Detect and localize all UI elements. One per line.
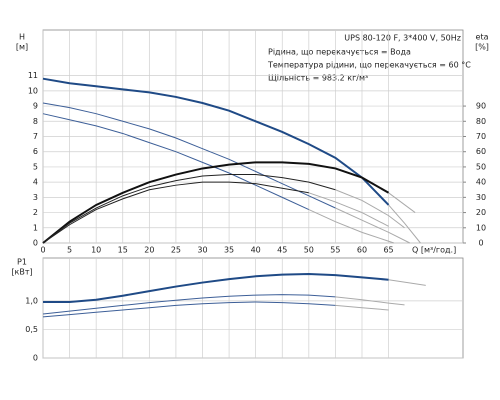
curve [42,301,336,318]
y-tick-label: 11 [28,71,38,80]
curve [308,192,389,227]
curve [388,192,416,213]
annotation: Рідина, що перекачується = Вода [268,48,411,57]
curve [42,113,310,210]
x-tick-label: 15 [118,246,128,255]
y2-tick-label: 70 [476,132,486,141]
y-tick-label: 0 [33,239,38,248]
y-tick-label: 5 [33,162,38,171]
curve [388,279,426,286]
chart-title: UPS 80-120 F, 3*400 V, 50Hz [344,34,461,43]
y-tick-label: 1 [33,223,38,232]
x-tick-label: 60 [357,246,367,255]
annotation: Щільність = 983.2 кг/м³ [268,74,368,83]
y2-unit: [%] [475,43,489,52]
x-tick-label: 30 [197,246,207,255]
y-label: H [19,33,25,42]
x-tick-label: 20 [144,246,154,255]
y-tick-label: 0 [33,354,38,363]
p1-label: P1 [17,258,27,267]
y2-tick-label: 20 [476,208,486,217]
curve [42,174,336,244]
y2-tick-label: 30 [476,193,486,202]
curve [42,102,336,209]
y-tick-label: 9 [33,102,38,111]
x-tick-label: 50 [304,246,314,255]
y2-tick-label: 90 [476,102,486,111]
curve [335,304,389,311]
curve [43,272,389,303]
curve [308,209,395,244]
y-tick-label: 0,5 [25,325,38,334]
y2-tick-label: 40 [476,178,486,187]
y-tick-label: 10 [28,86,38,95]
y2-tick-label: 0 [478,239,483,248]
curve [335,296,405,306]
bottom-plot-frame [42,257,464,359]
annotation: Температура рідини, що перекачується = 6… [267,61,471,70]
y2-tick-label: 50 [476,162,486,171]
y-tick-label: 2 [33,208,38,217]
x-tick-label: 55 [330,246,340,255]
y-unit: [м] [16,43,28,52]
curve [335,189,405,229]
y-tick-label: 1,0 [25,296,38,305]
curve [42,77,390,206]
x-tick-label: 40 [251,246,261,255]
y-tick-label: 4 [33,178,38,187]
x-tick-label: 65 [383,246,393,255]
x-tick-label: 0 [40,246,45,255]
curve [42,181,309,244]
y2-tick-label: 60 [476,147,486,156]
x-tick-label: 45 [277,246,287,255]
curve [42,294,336,315]
x-tick-label: 25 [171,246,181,255]
y-tick-label: 8 [33,117,38,126]
p1-unit: [кВт] [11,268,32,277]
y-tick-label: 7 [33,132,38,141]
y2-tick-label: 80 [476,117,486,126]
x-tick-label: 5 [67,246,72,255]
y-tick-label: 3 [33,193,38,202]
y2-tick-label: 10 [476,223,486,232]
y-tick-label: 6 [33,147,38,156]
x-label: Q [м³/год.] [412,246,456,255]
curve [42,161,390,244]
y2-label: eta [476,33,489,42]
curve [388,204,421,244]
x-tick-label: 35 [224,246,234,255]
x-tick-label: 10 [91,246,101,255]
curve [335,207,411,244]
